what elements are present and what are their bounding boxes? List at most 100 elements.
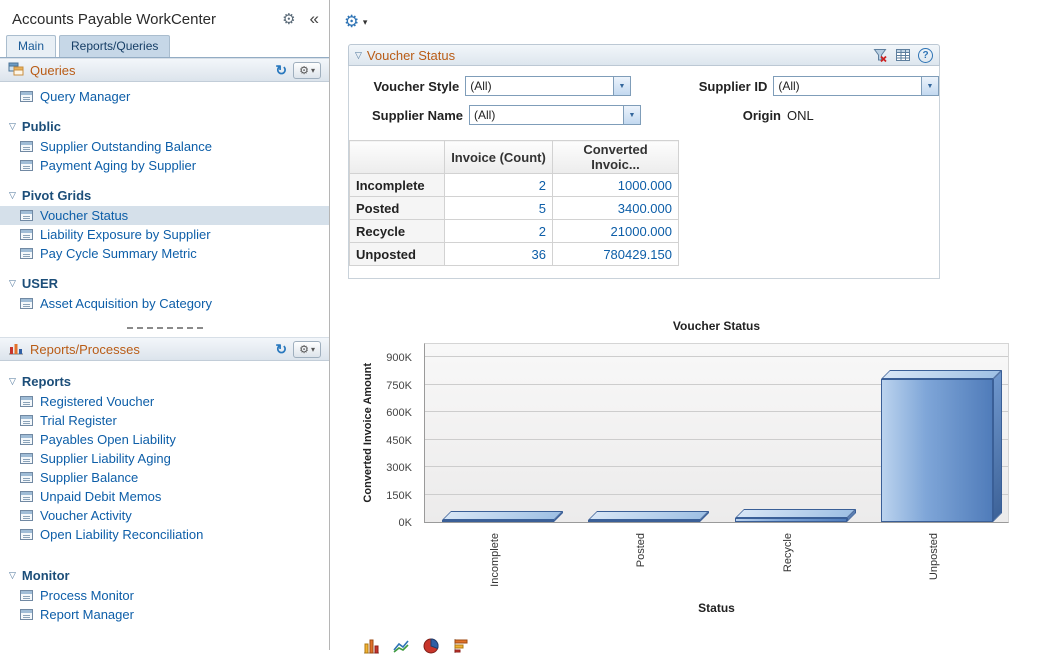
horizontal-bar-chart-icon[interactable]: [452, 637, 470, 655]
bar-top: [880, 370, 1002, 379]
report-icon: [20, 491, 33, 502]
table-row-recycle: Recycle 2 21000.000: [349, 219, 679, 243]
sidebar-item-process-monitor[interactable]: Process Monitor: [0, 586, 329, 605]
converted-invoice-cell[interactable]: 21000.000: [552, 219, 679, 243]
sidebar-item-label[interactable]: Supplier Balance: [40, 470, 139, 485]
refresh-icon[interactable]: ↻: [275, 340, 288, 357]
column-header-invoice-count: Invoice (Count): [444, 140, 553, 174]
sidebar-item-voucher-status[interactable]: Voucher Status: [0, 206, 329, 225]
chart-bar-posted[interactable]: [588, 511, 710, 522]
converted-invoice-cell[interactable]: 1000.000: [552, 173, 679, 197]
report-icon: [20, 434, 33, 445]
panel-header-icons: ?: [872, 47, 933, 63]
sidebar-item-query-manager[interactable]: Query Manager: [0, 87, 329, 106]
reports-pagelet-title: Reports/Processes: [30, 341, 140, 357]
group-toggle-user[interactable]: ▽ USER: [0, 274, 329, 294]
reports-pagelet-header: Reports/Processes ↻ ⚙ ▾: [0, 337, 329, 361]
help-icon[interactable]: ?: [918, 47, 933, 63]
sidebar-item-label[interactable]: Pay Cycle Summary Metric: [40, 246, 197, 261]
sidebar-item-voucher-activity[interactable]: Voucher Activity: [0, 506, 329, 525]
sidebar-item-label[interactable]: Open Liability Reconciliation: [40, 527, 204, 542]
sidebar-item-pay-cycle-summary-metric[interactable]: Pay Cycle Summary Metric: [0, 244, 329, 263]
tab-main[interactable]: Main: [6, 35, 57, 57]
chart-options-button[interactable]: ⚙ ▾: [344, 12, 367, 32]
sidebar-item-label[interactable]: Voucher Status: [40, 208, 129, 223]
group-toggle-pivot-grids[interactable]: ▽ Pivot Grids: [0, 186, 329, 206]
pie-chart-icon[interactable]: [422, 637, 440, 655]
supplier-id-select[interactable]: (All) ▼: [773, 76, 939, 96]
sidebar-item-trial-register[interactable]: Trial Register: [0, 411, 329, 430]
invoice-count-cell[interactable]: 2: [444, 173, 553, 197]
sidebar-item-label[interactable]: Process Monitor: [40, 588, 134, 603]
supplier-name-select[interactable]: (All) ▼: [469, 105, 641, 125]
sidebar-item-open-liability-reconciliation[interactable]: Open Liability Reconciliation: [0, 525, 329, 544]
bar-top: [734, 509, 856, 518]
sidebar-item-label[interactable]: Trial Register: [40, 413, 117, 428]
report-icon: [20, 510, 33, 521]
sidebar-item-registered-voucher[interactable]: Registered Voucher: [0, 392, 329, 411]
y-tick-label: 450K: [386, 434, 412, 447]
pagelet-options-button[interactable]: ⚙ ▾: [293, 340, 321, 358]
sidebar-item-label[interactable]: Payment Aging by Supplier: [40, 158, 197, 173]
sidebar-item-supplier-outstanding-balance[interactable]: Supplier Outstanding Balance: [0, 137, 329, 156]
chart-bar-incomplete[interactable]: [442, 511, 564, 522]
workcenter-gear-icon[interactable]: ⚙: [282, 11, 296, 28]
converted-invoice-cell[interactable]: 3400.000: [552, 196, 679, 220]
group-monitor: ▽ Monitor Process Monitor Report Manager: [0, 566, 329, 624]
sidebar-item-supplier-liability-aging[interactable]: Supplier Liability Aging: [0, 449, 329, 468]
voucher-status-chart: Voucher Status Converted Invoice Amount …: [360, 319, 1032, 621]
group-toggle-monitor[interactable]: ▽ Monitor: [0, 566, 329, 586]
report-icon: [20, 396, 33, 407]
sidebar-item-label[interactable]: Unpaid Debit Memos: [40, 489, 162, 504]
converted-invoice-cell[interactable]: 780429.150: [552, 242, 679, 266]
panel-body: Voucher Style (All) ▼ Supplier ID (All) …: [348, 66, 940, 279]
sidebar-item-label[interactable]: Supplier Outstanding Balance: [40, 139, 213, 154]
caret-down-icon: ▾: [310, 344, 315, 354]
voucher-style-select[interactable]: (All) ▼: [465, 76, 631, 96]
grid-view-icon[interactable]: [895, 47, 911, 63]
column-chart-icon[interactable]: [362, 637, 380, 655]
line-chart-icon[interactable]: [392, 637, 410, 655]
group-public: ▽ Public Supplier Outstanding Balance Pa…: [0, 117, 329, 175]
group-toggle-public[interactable]: ▽ Public: [0, 117, 329, 137]
invoice-count-cell[interactable]: 36: [444, 242, 553, 266]
sidebar-item-asset-acquisition-by-category[interactable]: Asset Acquisition by Category: [0, 294, 329, 313]
chart-plot: [424, 343, 1009, 523]
sidebar-item-label[interactable]: Query Manager: [40, 89, 131, 104]
dropdown-arrow-icon[interactable]: ▼: [921, 77, 938, 95]
sidebar-item-label[interactable]: Liability Exposure by Supplier: [40, 227, 211, 242]
sidebar-item-label[interactable]: Payables Open Liability: [40, 432, 176, 447]
sidebar-item-label[interactable]: Supplier Liability Aging: [40, 451, 171, 466]
sidebar-item-report-manager[interactable]: Report Manager: [0, 605, 329, 624]
dropdown-arrow-icon[interactable]: ▼: [623, 106, 640, 124]
invoice-count-cell[interactable]: 5: [444, 196, 553, 220]
chart-bar-recycle[interactable]: [734, 509, 856, 522]
invoice-count-cell[interactable]: 2: [444, 219, 553, 243]
chart-type-selector: [362, 637, 1037, 655]
sidebar-item-liability-exposure-by-supplier[interactable]: Liability Exposure by Supplier: [0, 225, 329, 244]
group-label: Monitor: [21, 568, 70, 583]
x-tick-label: Recycle: [781, 533, 794, 573]
main-toolbar: ⚙ ▾: [330, 0, 1037, 38]
clear-filter-icon[interactable]: [872, 47, 888, 63]
group-toggle-reports[interactable]: ▽ Reports: [0, 372, 329, 392]
sidebar-item-label[interactable]: Voucher Activity: [40, 508, 132, 523]
sidebar-item-label[interactable]: Report Manager: [40, 607, 134, 622]
row-label: Recycle: [349, 219, 445, 243]
gridline: [425, 466, 1008, 467]
chart-bar-unposted[interactable]: [880, 370, 1002, 522]
sidebar-item-label[interactable]: Asset Acquisition by Category: [40, 296, 212, 311]
refresh-icon[interactable]: ↻: [275, 61, 288, 78]
filters: Voucher Style (All) ▼ Supplier ID (All) …: [349, 66, 939, 136]
pagelet-options-button[interactable]: ⚙ ▾: [293, 61, 321, 79]
collapse-sidebar-icon[interactable]: «: [309, 9, 319, 28]
sidebar-item-label[interactable]: Registered Voucher: [40, 394, 155, 409]
expander-icon: ▽: [9, 190, 16, 200]
sidebar-item-unpaid-debit-memos[interactable]: Unpaid Debit Memos: [0, 487, 329, 506]
sidebar-item-payment-aging-by-supplier[interactable]: Payment Aging by Supplier: [0, 156, 329, 175]
sidebar-item-payables-open-liability[interactable]: Payables Open Liability: [0, 430, 329, 449]
dropdown-arrow-icon[interactable]: ▼: [612, 77, 630, 95]
tab-reports-queries[interactable]: Reports/Queries: [59, 35, 171, 57]
panel-expander-icon[interactable]: ▽: [355, 49, 362, 60]
sidebar-item-supplier-balance[interactable]: Supplier Balance: [0, 468, 329, 487]
